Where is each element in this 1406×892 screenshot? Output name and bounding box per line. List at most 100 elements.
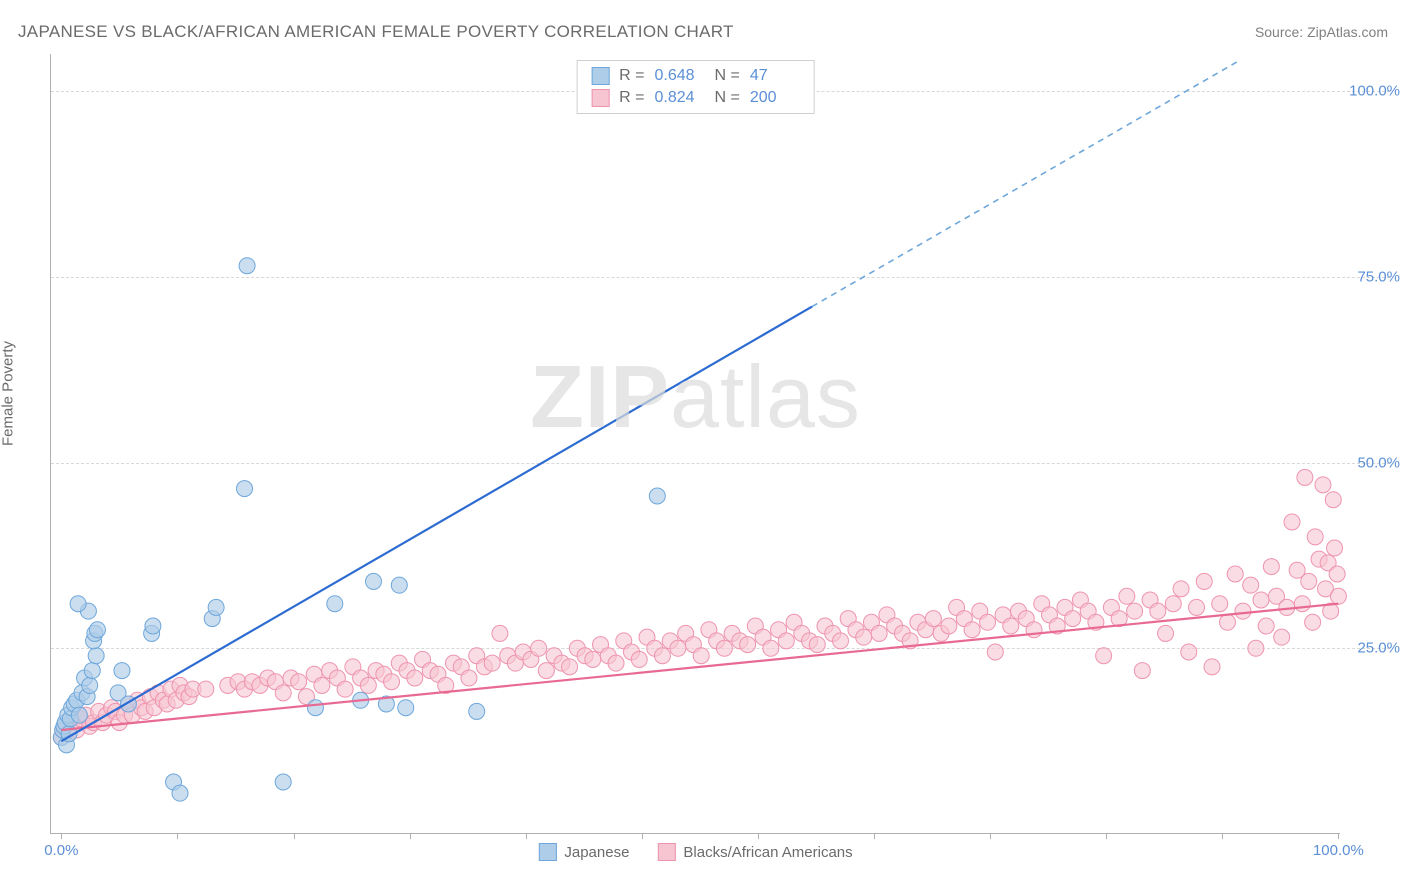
source-label: Source: ZipAtlas.com [1255, 24, 1388, 40]
data-point [1065, 611, 1081, 627]
data-point [492, 625, 508, 641]
data-point [654, 648, 670, 664]
data-point [1219, 614, 1235, 630]
y-axis-label: Female Poverty [0, 341, 17, 446]
data-point [1329, 566, 1345, 582]
legend-item-japanese: Japanese [538, 843, 629, 861]
data-point [1189, 599, 1205, 615]
data-point [809, 637, 825, 653]
data-point [239, 258, 255, 274]
data-point [1243, 577, 1259, 593]
data-point [1294, 596, 1310, 612]
data-point [88, 648, 104, 664]
legend-swatch-icon [657, 843, 675, 861]
plot-area: ZIPatlas 25.0%50.0%75.0%100.0% 0.0%100.0… [50, 54, 1340, 834]
data-point [71, 707, 87, 723]
legend-item-black: Blacks/African Americans [657, 843, 852, 861]
data-point [1227, 566, 1243, 582]
data-point [360, 677, 376, 693]
data-point [1301, 573, 1317, 589]
data-point [1307, 529, 1323, 545]
x-tick [1338, 833, 1339, 839]
data-point [291, 674, 307, 690]
y-tick-label: 100.0% [1345, 83, 1400, 100]
data-point [980, 614, 996, 630]
data-point [585, 651, 601, 667]
data-point [1315, 477, 1331, 493]
data-point [84, 663, 100, 679]
chart-title: JAPANESE VS BLACK/AFRICAN AMERICAN FEMAL… [18, 22, 734, 42]
data-point [538, 663, 554, 679]
data-point [631, 651, 647, 667]
data-point [314, 677, 330, 693]
data-point [407, 670, 423, 686]
x-tick-label: 100.0% [1313, 842, 1364, 859]
data-point [384, 674, 400, 690]
data-point [275, 774, 291, 790]
data-point [1158, 625, 1174, 641]
data-point [1305, 614, 1321, 630]
data-point [172, 785, 188, 801]
y-tick-label: 25.0% [1345, 640, 1400, 657]
data-point [964, 622, 980, 638]
legend-row-japanese: R =0.648 N =47 [591, 65, 800, 87]
data-point [1263, 559, 1279, 575]
data-point [693, 648, 709, 664]
data-point [871, 625, 887, 641]
data-point [70, 596, 86, 612]
data-point [82, 677, 98, 693]
data-point [1325, 492, 1341, 508]
x-tick [177, 833, 178, 839]
data-point [1212, 596, 1228, 612]
legend-row-black: R =0.824 N =200 [591, 87, 800, 109]
legend-label: Blacks/African Americans [683, 844, 852, 861]
data-point [1297, 469, 1313, 485]
x-tick [758, 833, 759, 839]
data-point [208, 599, 224, 615]
data-point [1127, 603, 1143, 619]
data-point [1196, 573, 1212, 589]
x-tick [526, 833, 527, 839]
data-point [941, 618, 957, 634]
data-point [1248, 640, 1264, 656]
y-tick-label: 75.0% [1345, 268, 1400, 285]
data-point [1003, 618, 1019, 634]
legend-swatch-icon [538, 843, 556, 861]
data-point [856, 629, 872, 645]
data-point [461, 670, 477, 686]
legend-label: Japanese [564, 844, 629, 861]
x-tick [1106, 833, 1107, 839]
data-point [716, 640, 732, 656]
x-tick [61, 833, 62, 839]
data-point [1173, 581, 1189, 597]
data-point [1096, 648, 1112, 664]
data-point [763, 640, 779, 656]
x-tick [410, 833, 411, 839]
data-point [649, 488, 665, 504]
data-point [275, 685, 291, 701]
data-point [366, 573, 382, 589]
data-point [670, 640, 686, 656]
data-point [1204, 659, 1220, 675]
data-point [198, 681, 214, 697]
data-point [531, 640, 547, 656]
data-point [484, 655, 500, 671]
x-tick-label: 0.0% [44, 842, 78, 859]
data-point [307, 700, 323, 716]
data-point [1253, 592, 1269, 608]
data-point [1327, 540, 1343, 556]
data-point [1181, 644, 1197, 660]
data-point [608, 655, 624, 671]
legend-swatch-black [591, 89, 609, 107]
data-point [89, 622, 105, 638]
correlation-legend: R =0.648 N =47 R =0.824 N =200 [576, 60, 815, 114]
x-tick [1222, 833, 1223, 839]
data-point [1235, 603, 1251, 619]
data-point [925, 611, 941, 627]
data-point [337, 681, 353, 697]
data-point [469, 703, 485, 719]
data-point [1284, 514, 1300, 530]
data-point [1134, 663, 1150, 679]
data-point [237, 481, 253, 497]
data-point [832, 633, 848, 649]
